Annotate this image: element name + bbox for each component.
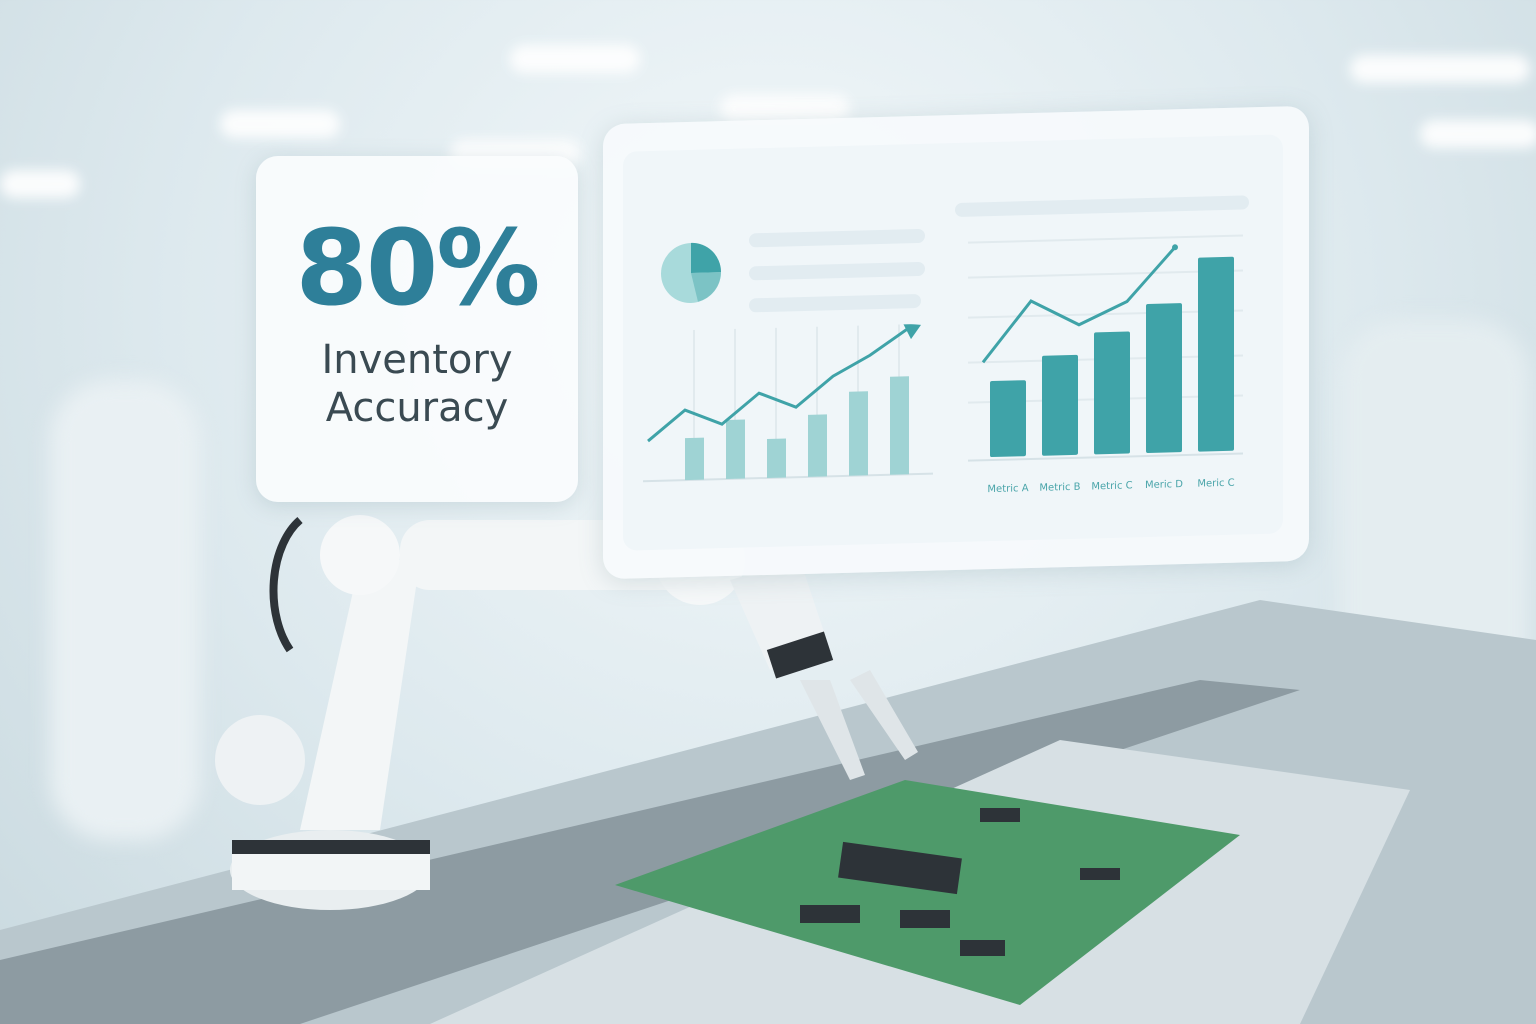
bar [726,419,745,480]
bar [1198,256,1234,452]
small-bar-chart [643,323,933,483]
placeholder-line [955,195,1249,218]
bar [1042,354,1078,456]
gridline [968,309,1243,319]
bar [990,380,1026,458]
chip [980,808,1020,822]
trend-arrow-icon [903,323,921,340]
bar [849,391,868,476]
bar [890,376,909,475]
circuit-board [615,780,1240,1005]
robot-base-ring [232,840,430,854]
category-label: Meric D [1145,479,1183,491]
robot-gripper [800,670,918,780]
placeholder-line [749,261,925,281]
placeholder-line [749,228,925,248]
kpi-card: 80% Inventory Accuracy [256,156,578,502]
ceiling-light [0,170,80,198]
robot-wrist-ring [766,631,834,679]
gridline [968,269,1243,279]
category-label: Metric B [1039,482,1080,494]
trend-line [981,246,1177,364]
bar [1094,331,1130,455]
chip [900,910,950,928]
category-label: Meric C [1197,478,1234,490]
chip [838,841,962,895]
baseline [968,452,1243,462]
conveyor-belt [0,680,1300,1024]
chip [960,940,1005,956]
kpi-value: 80% [295,207,541,329]
chip [800,905,860,923]
robot-joint [320,515,400,595]
trend-end-point [1172,244,1178,251]
bar [685,437,704,481]
chip [1080,868,1120,880]
bar [767,438,786,478]
robot-cable [269,516,303,653]
ceiling-light [1350,55,1530,83]
kpi-label-line1: Inventory [321,337,513,383]
bar [1146,303,1182,453]
category-label: Metric A [987,483,1028,495]
trend-line [647,328,908,443]
kpi-label-line2: Accuracy [325,385,509,431]
pie-chart-icon [661,242,721,303]
worker-figure [50,380,200,840]
ceiling-light [1420,120,1536,148]
ceiling-light [220,110,340,138]
metric-bar-chart: Metric A Metric B Metric C Meric D Meric C [968,234,1243,495]
gridline [968,234,1243,244]
robot-arm-lower [300,560,420,830]
placeholder-line [749,293,921,313]
bar [808,414,827,477]
kpi-label: Inventory Accuracy [256,336,578,432]
ceiling-light [510,45,640,73]
category-label: Metric C [1091,480,1132,492]
robot-joint [215,715,305,805]
dashboard-panel: Metric A Metric B Metric C Meric D Meric C [603,105,1309,580]
dashboard-inner: Metric A Metric B Metric C Meric D Meric C [623,134,1283,551]
